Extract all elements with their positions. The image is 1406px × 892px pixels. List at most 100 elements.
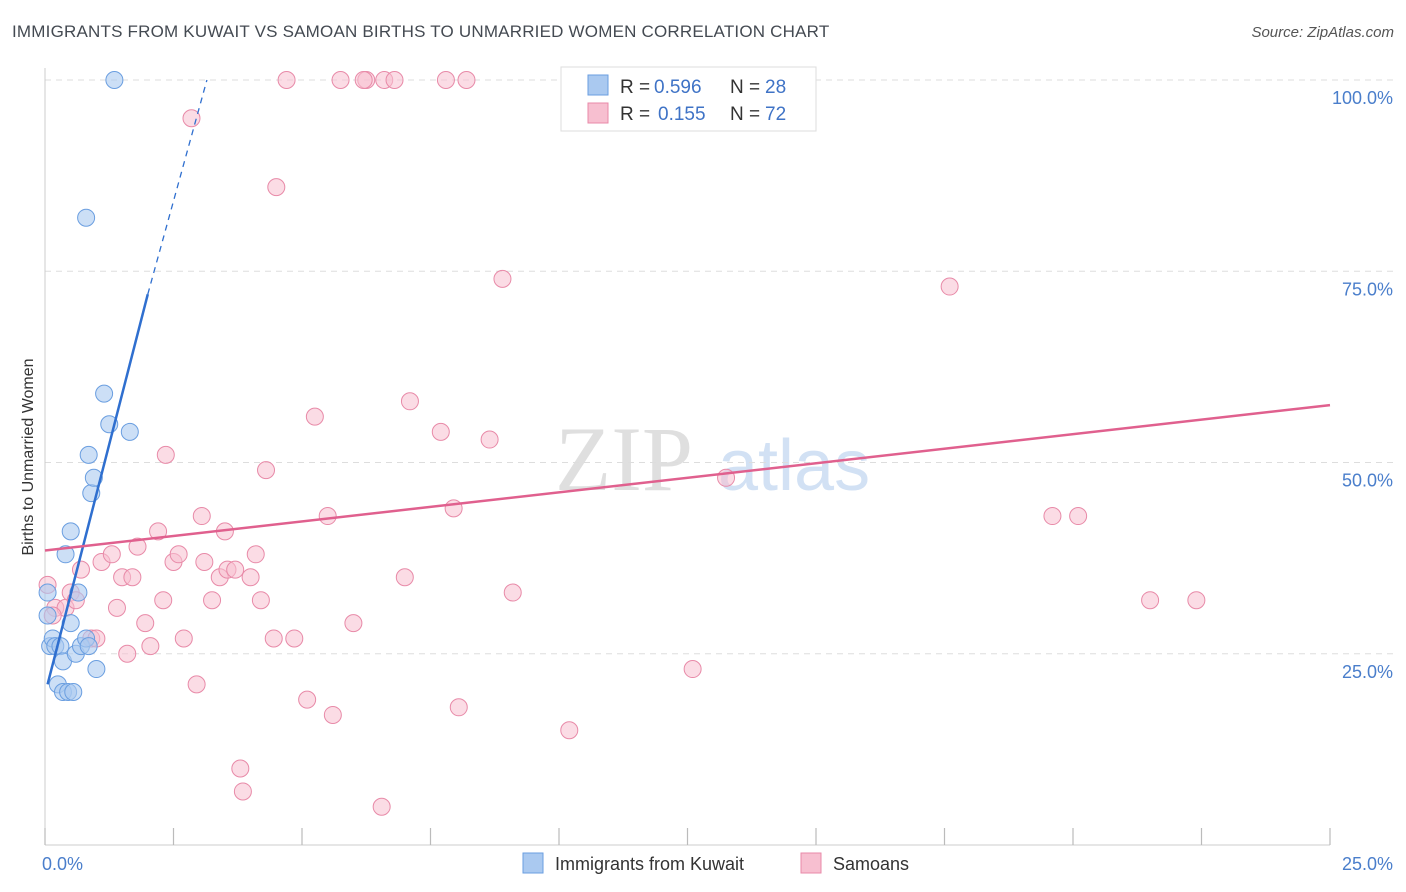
- grid-lines: 25.0% 50.0% 75.0% 100.0%: [45, 79, 1395, 682]
- samoans-point: [102, 545, 121, 564]
- samoans-point: [395, 568, 414, 587]
- samoans-point: [118, 644, 137, 663]
- kuwait-trend-extension: [147, 79, 208, 295]
- y-tick-label-100: 100.0%: [1332, 88, 1393, 108]
- samoans-point: [385, 71, 404, 89]
- samoans-point: [136, 614, 155, 633]
- samoans-point: [156, 445, 175, 464]
- legend-r-label-samoans: R =: [620, 104, 650, 125]
- samoans-point: [277, 71, 296, 89]
- samoans-point: [174, 629, 193, 648]
- y-tick-label-25: 25.0%: [1342, 662, 1393, 682]
- kuwait-point: [51, 637, 70, 656]
- samoans-point: [107, 598, 126, 617]
- kuwait-point: [79, 637, 98, 656]
- samoans-point: [1069, 507, 1088, 526]
- samoans-point: [141, 637, 160, 656]
- axes: 0.0% 25.0%: [42, 68, 1393, 874]
- legend-n-value-samoans: 72: [765, 104, 786, 125]
- samoans-point: [264, 629, 283, 648]
- samoans-point: [187, 675, 206, 694]
- y-axis-label: Births to Unmarried Women: [20, 358, 37, 555]
- samoans-point: [149, 522, 168, 541]
- legend-swatch-kuwait: [587, 74, 609, 96]
- kuwait-point: [61, 522, 80, 541]
- bottom-legend-label-samoans: Samoans: [833, 854, 909, 874]
- kuwait-point: [38, 606, 57, 625]
- kuwait-point: [120, 422, 139, 441]
- watermark-zip: ZIP: [555, 408, 693, 510]
- samoans-point: [457, 71, 476, 89]
- y-tick-label-50: 50.0%: [1342, 471, 1393, 491]
- kuwait-point: [38, 583, 57, 602]
- kuwait-point: [105, 71, 124, 89]
- legend-n-value-kuwait: 28: [765, 77, 786, 98]
- trend-lines: [44, 79, 1331, 685]
- chart-title: IMMIGRANTS FROM KUWAIT VS SAMOAN BIRTHS …: [12, 22, 830, 41]
- legend-n-label-samoans: N =: [730, 104, 760, 125]
- samoans-point: [318, 507, 337, 526]
- samoans-point: [169, 545, 188, 564]
- samoans-point: [1141, 591, 1160, 610]
- correlation-legend: R = 0.596 N = 28 R = 0.155 N = 72: [560, 66, 817, 132]
- samoans-point: [1187, 591, 1206, 610]
- samoans-point: [246, 545, 265, 564]
- kuwait-point: [79, 445, 98, 464]
- samoans-point: [372, 797, 391, 816]
- samoans-point: [267, 178, 286, 197]
- samoans-point: [128, 537, 147, 556]
- samoans-point: [493, 269, 512, 288]
- samoans-point: [241, 568, 260, 587]
- x-tick-label-min: 0.0%: [42, 854, 83, 874]
- samoans-point: [203, 591, 222, 610]
- samoans-point: [323, 705, 342, 724]
- samoans-point: [940, 277, 959, 296]
- kuwait-trend-line: [46, 293, 150, 685]
- samoans-point: [298, 690, 317, 709]
- bottom-legend-swatch-samoans: [800, 852, 822, 874]
- samoans-point: [231, 759, 250, 778]
- series-legend: Immigrants from Kuwait Samoans: [522, 852, 909, 874]
- samoans-point: [480, 430, 499, 449]
- kuwait-points: [38, 71, 139, 701]
- legend-r-label-kuwait: R =: [620, 77, 650, 98]
- legend-r-value-kuwait: 0.596: [654, 77, 702, 98]
- samoans-point: [400, 392, 419, 411]
- samoans-point: [331, 71, 350, 89]
- samoans-point: [344, 614, 363, 633]
- legend-swatch-samoans: [587, 102, 609, 124]
- bottom-legend-swatch-kuwait: [522, 852, 544, 874]
- samoans-point: [1043, 507, 1062, 526]
- legend-n-label-kuwait: N =: [730, 77, 760, 98]
- samoans-point: [226, 560, 245, 579]
- kuwait-point: [56, 545, 75, 564]
- samoans-point: [683, 660, 702, 679]
- kuwait-point: [64, 683, 83, 701]
- samoans-point: [257, 461, 276, 480]
- samoans-point: [154, 591, 173, 610]
- kuwait-point: [87, 660, 106, 679]
- samoans-point: [305, 407, 324, 426]
- samoans-point: [354, 71, 373, 89]
- samoans-point: [192, 507, 211, 526]
- source-label: Source: ZipAtlas.com: [1251, 24, 1394, 41]
- kuwait-point: [77, 208, 96, 227]
- samoans-point: [285, 629, 304, 648]
- y-tick-label-75: 75.0%: [1342, 279, 1393, 299]
- kuwait-point: [84, 468, 103, 487]
- samoans-point: [431, 422, 450, 441]
- kuwait-point: [95, 384, 114, 403]
- samoans-point: [449, 698, 468, 717]
- samoans-point: [436, 71, 455, 89]
- bottom-legend-label-kuwait: Immigrants from Kuwait: [555, 854, 744, 874]
- samoans-point: [123, 568, 142, 587]
- samoans-point: [503, 583, 522, 602]
- legend-r-value-samoans: 0.155: [658, 104, 706, 125]
- samoans-point: [560, 721, 579, 740]
- samoans-point: [195, 552, 214, 571]
- samoans-point: [251, 591, 270, 610]
- samoans-point: [233, 782, 252, 801]
- x-tick-label-max: 25.0%: [1342, 854, 1393, 874]
- samoans-trend-line: [44, 403, 1331, 552]
